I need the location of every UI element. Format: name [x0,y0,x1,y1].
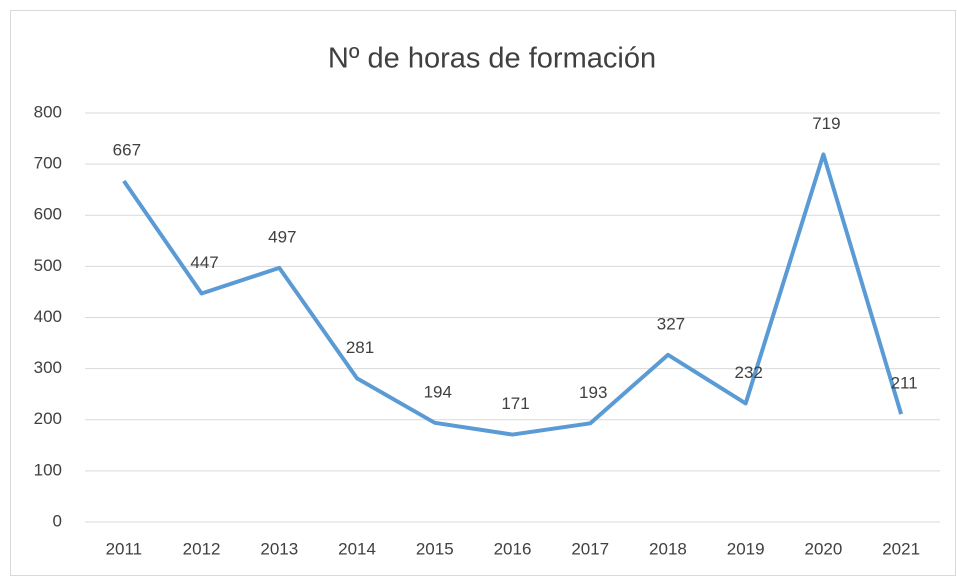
chart-border [10,10,956,576]
y-tick-label: 700 [34,154,62,173]
x-tick-label: 2015 [416,539,454,558]
y-tick-label: 300 [34,358,62,377]
data-label: 194 [424,382,452,401]
x-tick-label: 2014 [338,539,376,558]
data-label: 667 [113,140,141,159]
data-label: 719 [812,114,840,133]
y-tick-label: 600 [34,205,62,224]
data-label: 171 [501,394,529,413]
x-tick-label: 2013 [260,539,298,558]
data-label: 211 [891,374,918,393]
data-label: 281 [346,338,374,357]
x-tick-label: 2021 [882,539,920,558]
y-tick-label: 0 [53,511,62,530]
x-tick-label: 2020 [804,539,842,558]
y-tick-label: 100 [34,460,62,479]
data-label: 327 [657,314,685,333]
y-tick-label: 200 [34,409,62,428]
y-tick-label: 500 [34,256,62,275]
data-line [122,152,904,437]
x-tick-label: 2012 [183,539,221,558]
x-tick-label: 2018 [649,539,687,558]
y-tick-label: 400 [34,307,62,326]
data-label: 497 [268,227,296,246]
data-label: 447 [190,253,218,272]
x-tick-label: 2017 [571,539,609,558]
x-tick-label: 2011 [106,539,143,558]
x-tick-label: 2019 [727,539,765,558]
x-tick-label: 2016 [494,539,532,558]
data-label: 193 [579,383,607,402]
y-tick-label: 800 [34,102,62,121]
data-label: 232 [734,363,762,382]
chart-title: Nº de horas de formación [328,43,656,75]
